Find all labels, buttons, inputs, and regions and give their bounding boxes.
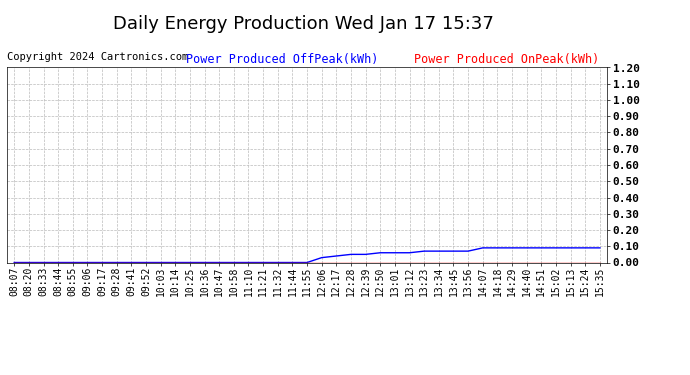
Text: Copyright 2024 Cartronics.com: Copyright 2024 Cartronics.com [7, 53, 188, 63]
Text: Power Produced OffPeak(kWh): Power Produced OffPeak(kWh) [186, 53, 379, 66]
Text: Power Produced OnPeak(kWh): Power Produced OnPeak(kWh) [414, 53, 599, 66]
Text: Daily Energy Production Wed Jan 17 15:37: Daily Energy Production Wed Jan 17 15:37 [113, 15, 494, 33]
